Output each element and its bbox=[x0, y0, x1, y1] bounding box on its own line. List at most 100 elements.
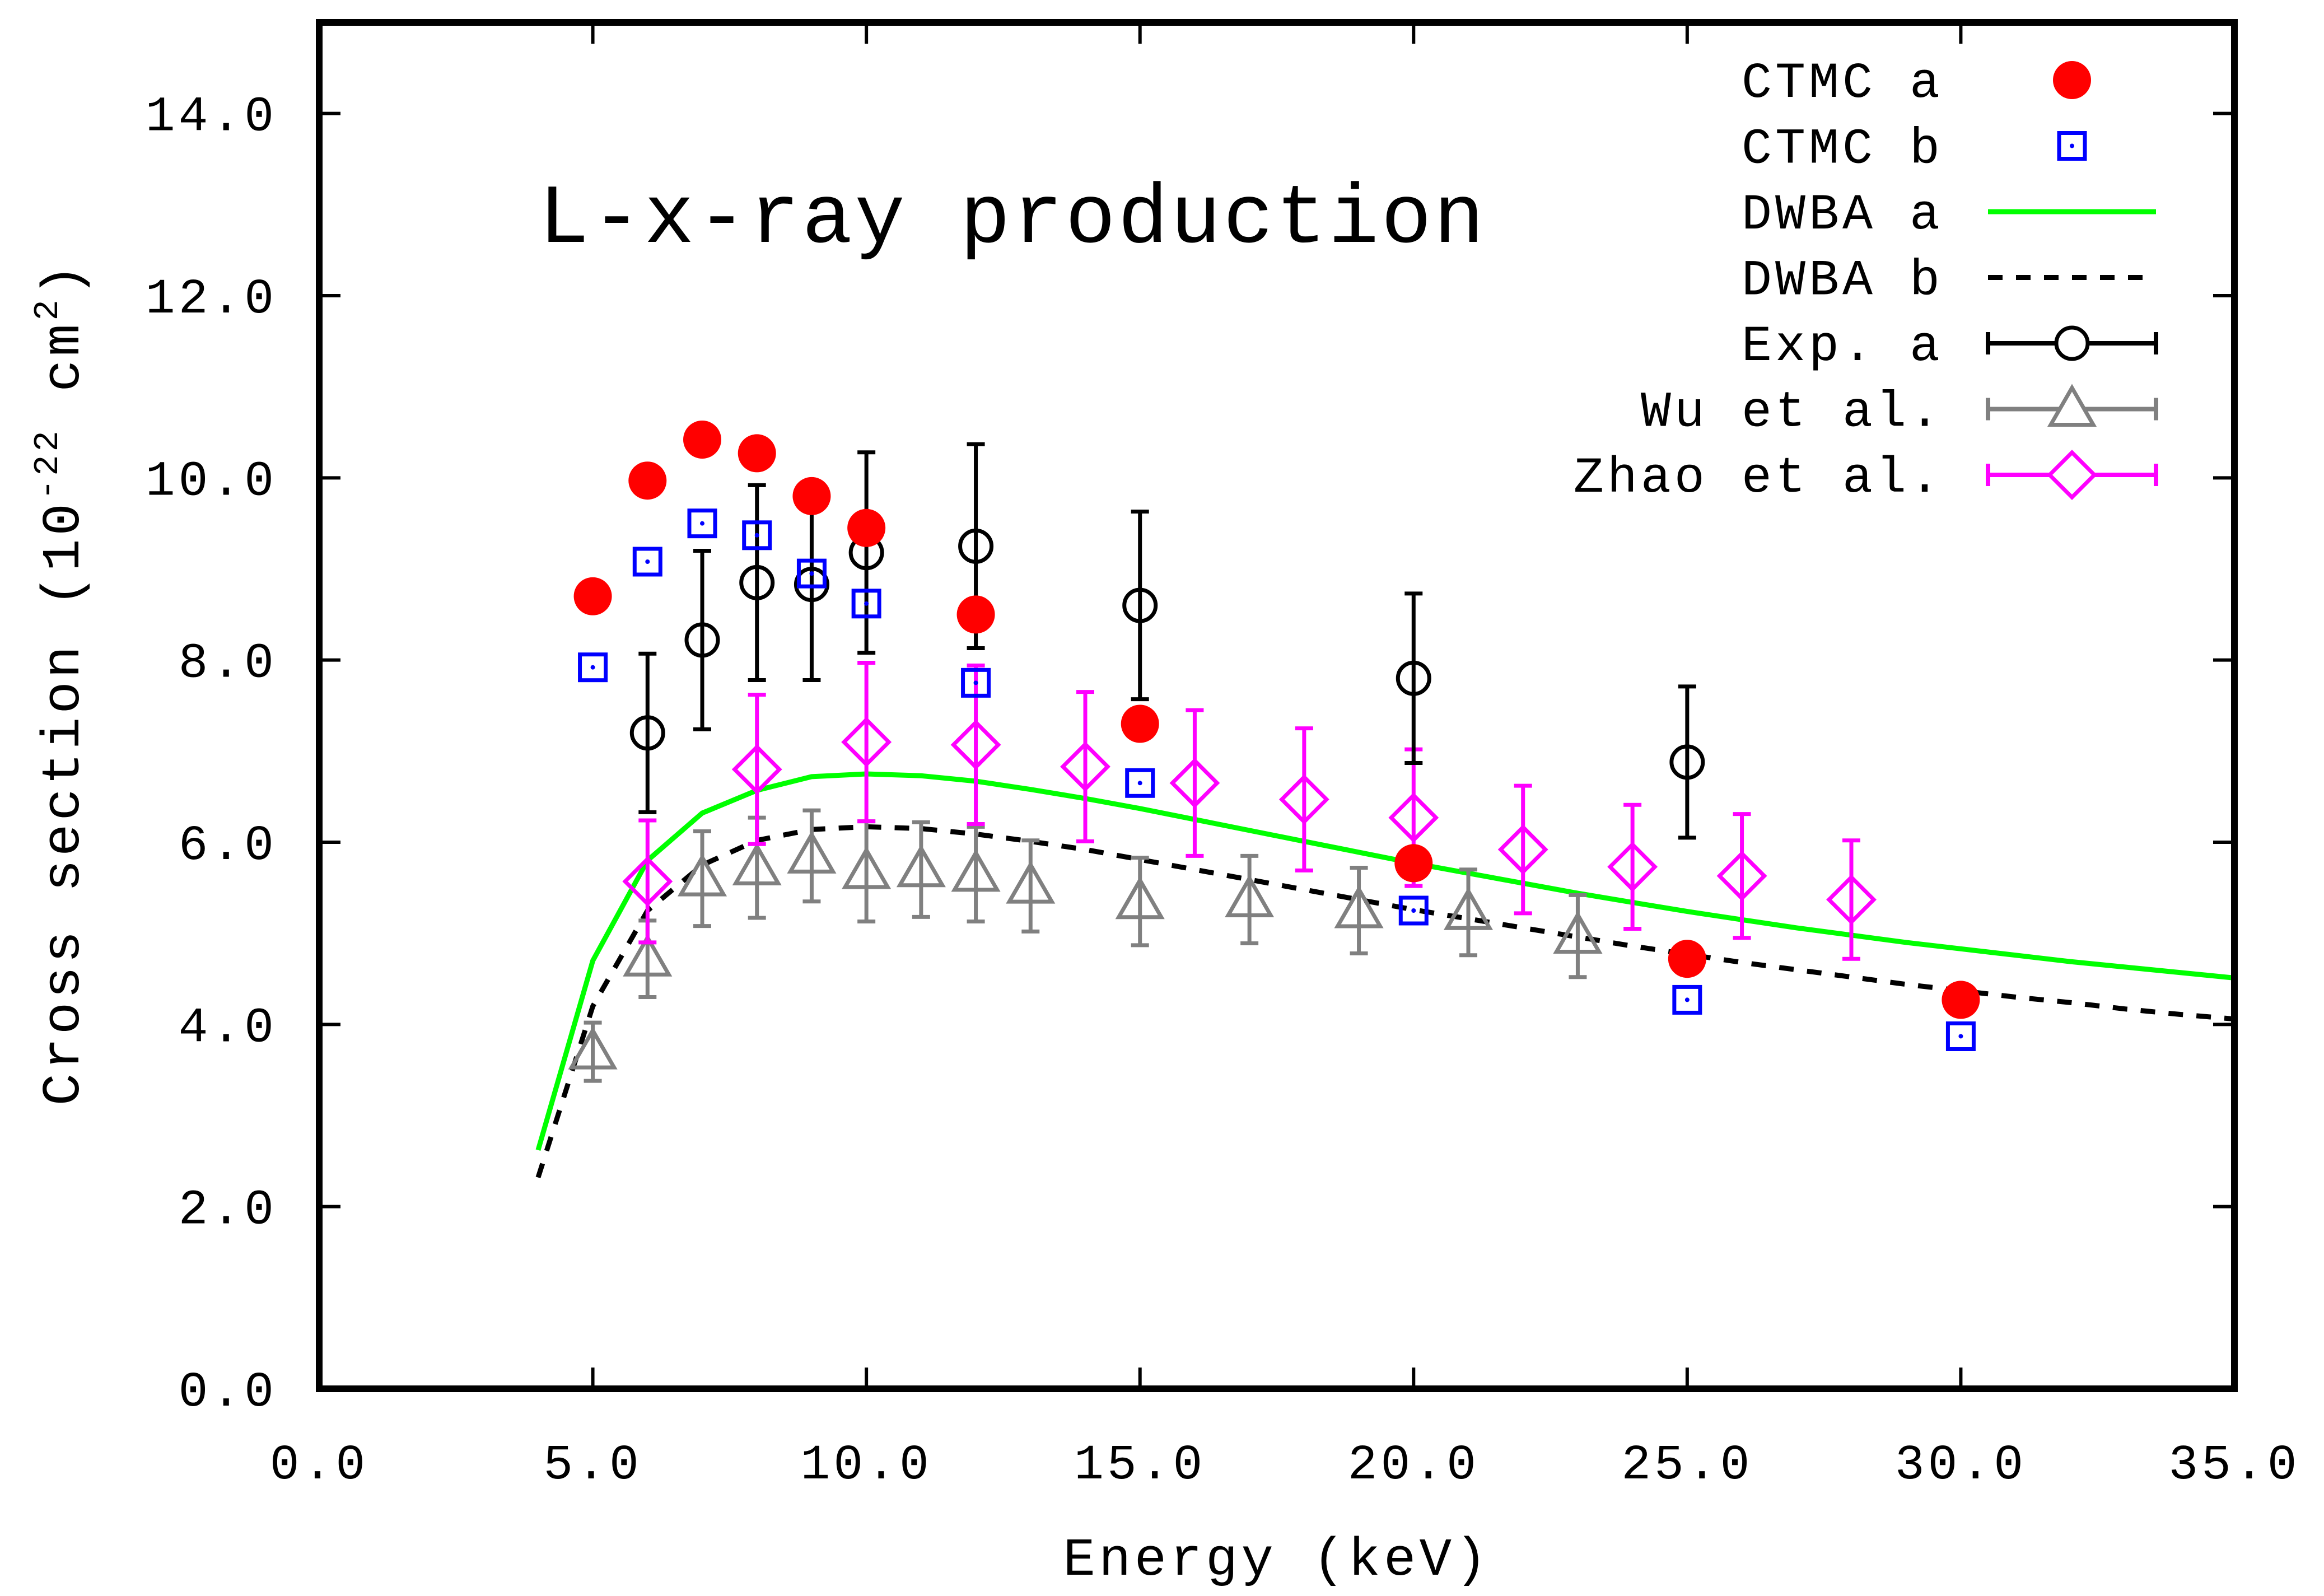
error-bar bbox=[693, 548, 711, 731]
data-point bbox=[622, 856, 673, 907]
legend-marker bbox=[2053, 61, 2091, 99]
legend-marker bbox=[2054, 325, 2090, 361]
x-tick-label: 20.0 bbox=[1348, 1438, 1480, 1494]
data-point bbox=[623, 934, 673, 977]
data-point bbox=[1607, 841, 1658, 892]
legend-label: Zhao et al. bbox=[1574, 450, 1943, 507]
series-zhao-et-al bbox=[622, 661, 1877, 961]
data-point bbox=[1672, 984, 1702, 1015]
data-point bbox=[1945, 1021, 1976, 1051]
data-point bbox=[568, 1026, 618, 1070]
error-bar bbox=[1404, 591, 1423, 765]
square-marker-dot bbox=[700, 521, 704, 526]
data-point bbox=[1716, 851, 1767, 902]
data-point bbox=[578, 652, 608, 683]
data-point bbox=[841, 717, 892, 768]
data-point bbox=[851, 589, 881, 619]
data-point bbox=[684, 622, 720, 658]
square-marker bbox=[687, 508, 717, 539]
series-wu-et-al bbox=[568, 808, 1603, 1083]
error-bar bbox=[857, 450, 876, 655]
square-marker bbox=[851, 589, 881, 619]
data-point bbox=[847, 508, 886, 547]
error-bar bbox=[1842, 838, 1860, 961]
data-point bbox=[738, 434, 776, 473]
data-point bbox=[1388, 792, 1439, 843]
data-point bbox=[1398, 895, 1429, 926]
legend: CTMC a CTMC b DWBA a DWBA b Exp. a Wu et al. Z… bbox=[1574, 55, 2158, 507]
square-marker-dot bbox=[1958, 1034, 1963, 1039]
x-tick-label: 30.0 bbox=[1895, 1438, 2027, 1494]
legend-entry-dwba-a: DWBA a bbox=[1742, 187, 2156, 244]
data-point bbox=[739, 564, 775, 600]
x-tick-label: 10.0 bbox=[801, 1438, 932, 1494]
legend-label: CTMC b bbox=[1742, 122, 1943, 179]
square-marker-dot bbox=[1137, 781, 1142, 786]
data-point bbox=[683, 421, 721, 459]
x-tick-label: 35.0 bbox=[2168, 1438, 2300, 1494]
y-tick-label: 0.0 bbox=[179, 1365, 277, 1421]
error-bar bbox=[1021, 838, 1040, 934]
square-marker-dot bbox=[590, 665, 595, 670]
chart-title: L-x-ray production bbox=[539, 172, 1486, 268]
data-point bbox=[1497, 824, 1548, 875]
data-point bbox=[787, 830, 837, 874]
y-tick-label: 2.0 bbox=[179, 1183, 277, 1239]
legend-label: DWBA a bbox=[1742, 187, 1943, 244]
error-bar bbox=[1186, 708, 1204, 858]
square-marker bbox=[578, 652, 608, 683]
data-point bbox=[1122, 587, 1158, 623]
square-marker-dot bbox=[1411, 908, 1416, 913]
x-axis-tick-labels: 0.0 5.0 10.0 15.0 20.0 25.0 30.0 35.0 bbox=[270, 1438, 2300, 1494]
data-point bbox=[742, 520, 772, 550]
error-bar bbox=[748, 483, 766, 682]
x-tick-label: 25.0 bbox=[1621, 1438, 1753, 1494]
error-bar bbox=[967, 663, 985, 826]
square-marker bbox=[2057, 131, 2087, 161]
x-tick-label: 5.0 bbox=[543, 1438, 642, 1494]
data-point bbox=[794, 567, 829, 603]
series-exp-a bbox=[629, 442, 1705, 840]
data-point bbox=[1278, 774, 1329, 825]
x-axis-label: Energy (keV) bbox=[1063, 1530, 1490, 1591]
data-point bbox=[956, 595, 995, 634]
legend-entry-ctmc-a: CTMC a bbox=[1742, 55, 2091, 113]
error-bar bbox=[638, 818, 657, 945]
square-marker bbox=[796, 558, 827, 589]
data-point bbox=[1334, 885, 1384, 928]
error-bar bbox=[693, 829, 711, 928]
error-bar bbox=[1678, 684, 1696, 840]
y-tick-label: 14.0 bbox=[146, 90, 277, 146]
square-marker bbox=[1945, 1021, 1976, 1051]
legend-entry-exp-a: Exp. a bbox=[1742, 319, 2158, 376]
error-bar bbox=[857, 661, 876, 824]
y-axis-label-unit: cm bbox=[34, 321, 95, 428]
legend-marker bbox=[2047, 450, 2097, 500]
data-point bbox=[1225, 874, 1275, 917]
data-point bbox=[628, 461, 667, 500]
legend-entry-ctmc-b: CTMC b bbox=[1742, 122, 2087, 179]
legend-entry-dwba-b: DWBA b bbox=[1742, 253, 2156, 310]
y-tick-label: 10.0 bbox=[146, 454, 277, 510]
series-line bbox=[535, 771, 2235, 1151]
data-point bbox=[1125, 768, 1155, 798]
square-marker bbox=[742, 520, 772, 550]
square-marker-dot bbox=[973, 680, 978, 685]
data-point bbox=[792, 477, 831, 515]
x-tick-label: 0.0 bbox=[270, 1438, 368, 1494]
data-point bbox=[951, 848, 1001, 892]
data-point bbox=[1668, 940, 1706, 978]
data-point bbox=[731, 744, 782, 795]
data-point bbox=[1006, 861, 1056, 904]
data-point bbox=[1396, 660, 1431, 696]
y-axis-label-suffix: ) bbox=[34, 261, 95, 297]
data-point bbox=[1942, 981, 1980, 1019]
square-marker bbox=[1398, 895, 1429, 926]
error-bar bbox=[638, 651, 657, 814]
legend-label: CTMC a bbox=[1742, 55, 1943, 113]
series-dwba-a bbox=[535, 771, 2235, 1151]
error-bar bbox=[1131, 856, 1149, 948]
y-axis-label: Cross section (10-22 cm2) bbox=[28, 261, 95, 1106]
